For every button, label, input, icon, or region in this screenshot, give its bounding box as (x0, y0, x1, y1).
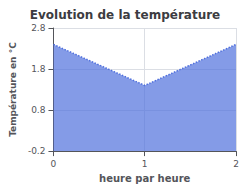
svg-text:heure par heure: heure par heure (99, 173, 190, 184)
svg-text:1: 1 (142, 159, 148, 169)
svg-text:1.8: 1.8 (31, 64, 46, 74)
svg-text:Evolution de la température: Evolution de la température (30, 8, 221, 22)
svg-text:0.8: 0.8 (31, 105, 46, 115)
svg-text:0: 0 (51, 159, 57, 169)
svg-text:-0.2: -0.2 (28, 146, 46, 156)
svg-text:Température en °C: Température en °C (8, 42, 18, 137)
svg-text:2.8: 2.8 (31, 23, 46, 33)
svg-text:2: 2 (233, 159, 239, 169)
